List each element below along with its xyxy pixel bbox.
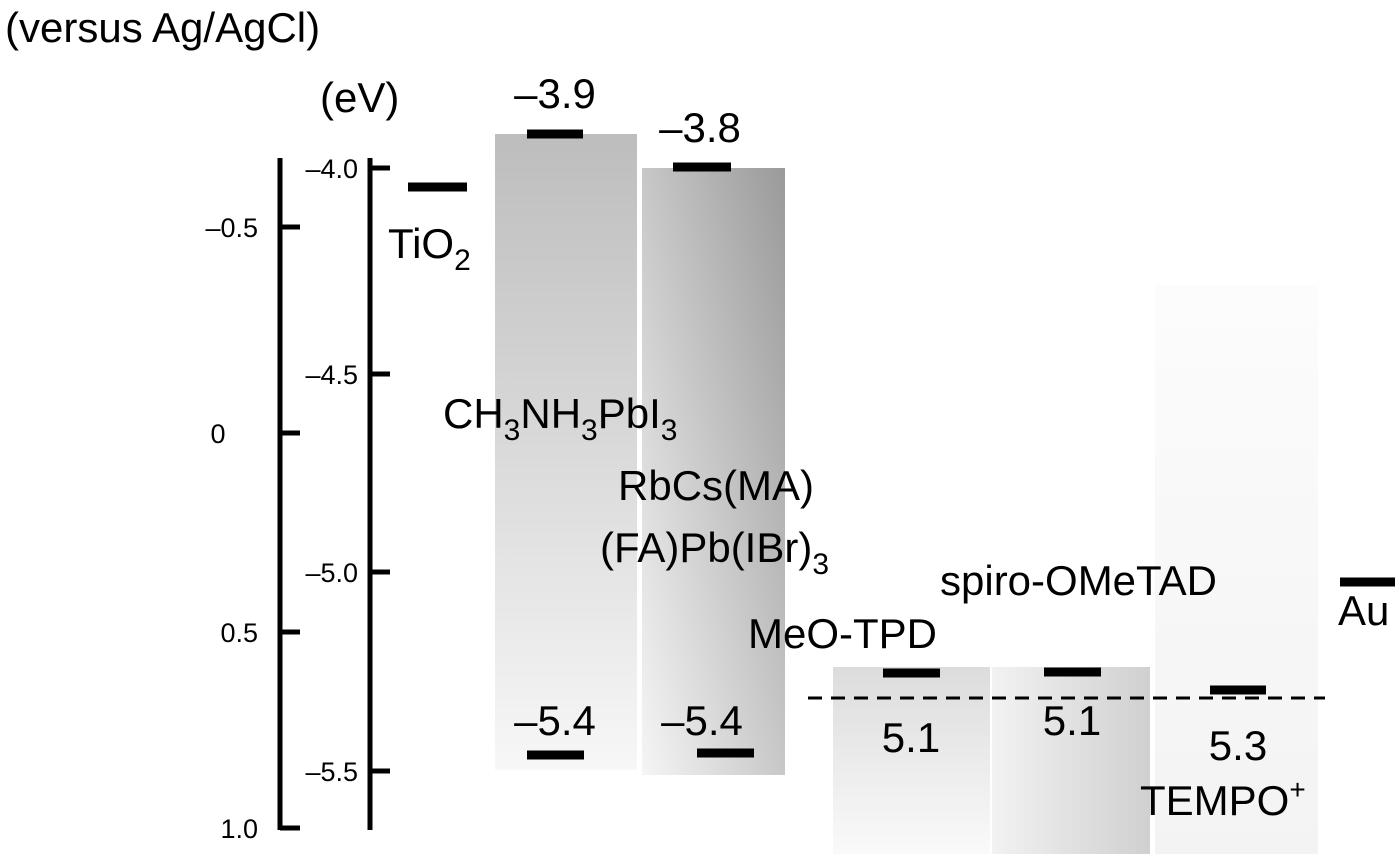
text: 3 <box>581 414 598 447</box>
level-label: –5.4 <box>661 697 743 744</box>
level-label: –3.8 <box>659 104 741 151</box>
material-label: MeO-TPD <box>748 610 937 657</box>
text: CH <box>443 390 504 437</box>
labels: –3.9 –3.8 –5.4 –5.4 5.1 5.1 5.3 TiO2 CH3… <box>388 70 1389 824</box>
material-label: spiro-OMeTAD <box>940 557 1217 604</box>
text: + <box>1289 774 1305 805</box>
material-label: Au <box>1338 587 1389 634</box>
material-label: CH3NH3PbI3 <box>443 390 677 447</box>
text: NH <box>520 390 581 437</box>
text: 3 <box>661 414 678 447</box>
material-label: TiO2 <box>388 220 471 277</box>
material-label: TEMPO+ <box>1140 774 1306 824</box>
tick-label: –4.0 <box>305 154 358 184</box>
text: TiO <box>388 220 454 267</box>
levels <box>408 129 1395 760</box>
text: TEMPO <box>1140 777 1289 824</box>
level-label: –5.4 <box>514 697 596 744</box>
text: (FA)Pb(IBr) <box>600 524 812 571</box>
tick-label: –4.5 <box>305 360 358 390</box>
band <box>1155 285 1318 854</box>
tick-label: –5.0 <box>305 558 358 588</box>
material-label: (FA)Pb(IBr)3 <box>600 524 829 581</box>
text: 2 <box>454 244 471 277</box>
material-label: RbCs(MA) <box>618 462 814 509</box>
tick-label: 0.5 <box>220 618 258 648</box>
band <box>992 667 1150 854</box>
level-label: 5.1 <box>882 714 940 761</box>
band <box>495 134 637 770</box>
reference-label: (versus Ag/AgCl) <box>5 4 320 51</box>
text: 3 <box>504 414 521 447</box>
tick-label: 0 <box>210 419 225 449</box>
level-label: 5.1 <box>1043 697 1101 744</box>
tick-label: –0.5 <box>205 213 258 243</box>
unit-label: (eV) <box>320 74 399 121</box>
level-label: 5.3 <box>1209 722 1267 769</box>
band <box>642 168 785 775</box>
axes: –0.5 0 0.5 1.0 –4.0 –4.5 –5.0 –5.5 <box>205 154 390 844</box>
tick-label: 1.0 <box>220 814 258 844</box>
text: 3 <box>812 548 829 581</box>
text: PbI <box>598 390 661 437</box>
level-label: –3.9 <box>514 70 596 117</box>
tick-label: –5.5 <box>305 757 358 787</box>
